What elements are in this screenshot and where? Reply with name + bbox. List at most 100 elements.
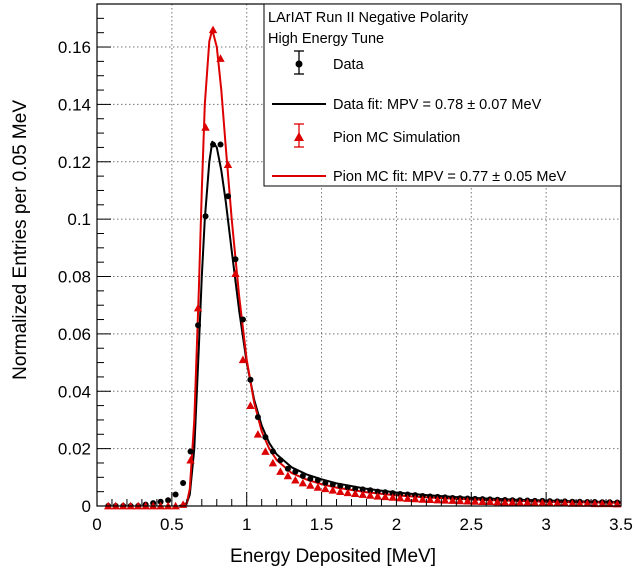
legend-marker (295, 60, 303, 68)
mc-point (208, 25, 218, 34)
data-point (262, 434, 269, 441)
axis-ticks: 0 0.5 1 1.5 2 2.5 3 3.5 0 0.02 0.04 0.06 0.08 0.1 0.12… (58, 3, 633, 534)
x-tick-label: 3 (541, 515, 550, 534)
mc-point (246, 401, 255, 409)
mc-point (418, 495, 427, 503)
legend-entry-label: Pion MC Simulation (333, 130, 460, 146)
x-tick-label: 0.5 (160, 515, 184, 534)
data-point (195, 322, 202, 329)
x-tick-label: 2 (392, 515, 401, 534)
mc-point (440, 496, 450, 504)
data-point (269, 448, 276, 455)
x-tick-label: 2.5 (459, 515, 483, 534)
mc-point (238, 355, 248, 364)
mc-point (583, 499, 592, 507)
legend-entry-label: Pion MC fit: MPV = 0.77 ± 0.05 MeV (333, 169, 567, 185)
mc-point (463, 496, 472, 505)
mc-point (268, 458, 278, 467)
data-point (247, 376, 254, 383)
mc-point (313, 483, 323, 491)
data-point (374, 488, 381, 495)
mc-point (261, 447, 270, 455)
data-point (307, 475, 314, 482)
mc-point (253, 430, 263, 438)
mc-point (276, 467, 285, 475)
data-point (180, 480, 187, 487)
mc-point (388, 493, 397, 501)
y-tick-label: 0.12 (58, 153, 91, 172)
data-point (165, 497, 172, 504)
mc-point (433, 495, 442, 504)
data-point (382, 489, 389, 496)
legend-marker (294, 132, 304, 141)
legend: LArIAT Run II Negative Polarity High Ene… (263, 3, 622, 187)
y-tick-label: 0 (82, 497, 91, 516)
y-tick-label: 0.1 (67, 210, 91, 229)
data-point (239, 316, 246, 323)
mc-point (193, 303, 203, 312)
mc-point (530, 498, 540, 507)
mc-point (590, 499, 599, 508)
legend-entry-label: Data fit: MPV = 0.78 ± 0.07 MeV (333, 97, 542, 113)
x-tick-label: 1 (242, 515, 251, 534)
data-point (329, 481, 336, 488)
mc-point (201, 123, 210, 131)
mc-point (545, 498, 555, 507)
data-point (359, 486, 366, 493)
mc-point (366, 491, 375, 499)
y-axis-title: Normalized Entries per 0.05 MeV (10, 100, 31, 380)
mc-point (575, 499, 585, 507)
mc-point (448, 496, 457, 504)
mc-point (538, 498, 547, 507)
mc-point (291, 475, 300, 484)
data-point (284, 465, 291, 472)
mc-point (298, 478, 308, 487)
mc-point (560, 498, 570, 507)
mc-point (343, 488, 352, 497)
data-point (202, 213, 209, 220)
data-point (389, 490, 396, 497)
data-point (352, 485, 359, 492)
data-point (277, 457, 284, 464)
mc-point (403, 494, 412, 502)
mc-point (508, 498, 517, 506)
x-tick-label: 1.5 (310, 515, 334, 534)
mc-point (598, 499, 607, 508)
x-tick-label: 3.5 (609, 515, 633, 534)
mc-point (186, 455, 195, 464)
mc-point (336, 487, 345, 496)
data-point (299, 472, 306, 479)
data-point (217, 141, 224, 148)
mc-point (500, 498, 510, 506)
y-tick-label: 0.08 (58, 268, 91, 287)
data-point (210, 141, 217, 148)
data-point (344, 484, 351, 491)
y-tick-label: 0.14 (58, 95, 91, 114)
data-point (232, 256, 239, 263)
mc-point (373, 492, 382, 500)
mc-point (485, 497, 495, 506)
mc-point (358, 490, 367, 498)
data-point (254, 414, 261, 421)
y-tick-label: 0.06 (58, 325, 91, 344)
data-point (314, 477, 321, 484)
data-point (292, 468, 299, 475)
mc-point (493, 497, 502, 506)
mc-point (568, 499, 577, 507)
data-point (337, 482, 344, 489)
mc-point (223, 160, 233, 168)
legend-entry-label: Data (333, 57, 365, 73)
data-point (322, 480, 329, 487)
legend-header-line: LArIAT Run II Negative Polarity (268, 10, 469, 26)
series-layer (104, 25, 622, 510)
mc-point (351, 489, 360, 498)
y-tick-label: 0.04 (58, 382, 91, 401)
mc-point (478, 497, 487, 506)
fit-curve (178, 140, 622, 507)
y-tick-label: 0.02 (58, 440, 91, 459)
legend-box (263, 3, 622, 187)
mc-point (283, 471, 293, 480)
data-point (157, 498, 164, 505)
